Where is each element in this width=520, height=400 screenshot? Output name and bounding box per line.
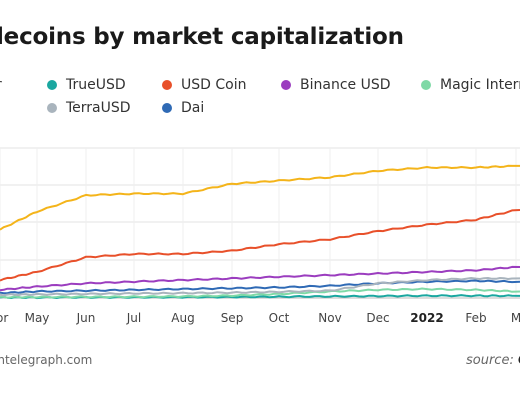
legend-label: Dai: [181, 100, 205, 116]
legend-item-magic-internet[interactable]: Magic Interne: [421, 77, 520, 93]
source-name: C: [518, 353, 520, 368]
legend-label: USD Coin: [181, 77, 247, 93]
legend-item-usd-coin[interactable]: USD Coin: [162, 77, 246, 93]
x-tick-label: May: [25, 311, 50, 325]
legend-item-terrausd[interactable]: TerraUSD: [47, 100, 131, 116]
x-tick-label: Jul: [126, 311, 141, 325]
legend-label: TrueUSD: [66, 77, 126, 93]
legend-item-dai[interactable]: Dai: [162, 100, 204, 116]
x-tick-label: Nov: [318, 311, 341, 325]
series-line-dai: [0, 279, 520, 295]
legend-label: r: [0, 77, 2, 93]
series-line-magic-interne: [0, 287, 520, 299]
x-tick-label: 2022: [410, 311, 443, 325]
legend-label: TerraUSD: [66, 100, 131, 116]
legend-label: Magic Interne: [440, 77, 520, 93]
footer-site: intelegraph.com: [0, 353, 93, 367]
series-line-r: [0, 164, 520, 231]
x-tick-label: or: [0, 311, 8, 325]
legend-dot-icon: [47, 80, 57, 90]
legend-dot-icon: [162, 80, 172, 90]
footer-source: source: C: [466, 353, 520, 368]
x-tick-label: M: [511, 311, 520, 325]
x-tick-label: Sep: [221, 311, 244, 325]
legend-dot-icon: [47, 103, 57, 113]
x-tick-label: Feb: [465, 311, 486, 325]
legend-dot-icon: [281, 80, 291, 90]
legend-item-trueusd[interactable]: TrueUSD: [47, 77, 126, 93]
source-prefix: source:: [466, 353, 514, 368]
legend-item-tether[interactable]: r: [0, 77, 2, 93]
legend-item-binance-usd[interactable]: Binance USD: [281, 77, 391, 93]
legend-dot-icon: [162, 103, 172, 113]
chart-title: lecoins by market capitalization: [0, 24, 404, 50]
series-line-terrausd: [0, 277, 520, 297]
series-line-binance-usd: [0, 265, 520, 292]
x-tick-label: Jun: [76, 311, 96, 325]
legend-label: Binance USD: [300, 77, 391, 93]
x-tick-label: Aug: [171, 311, 194, 325]
x-tick-label: Dec: [366, 311, 389, 325]
legend-dot-icon: [421, 80, 431, 90]
x-tick-label: Oct: [269, 311, 290, 325]
series-line-usd-coin: [0, 209, 520, 282]
